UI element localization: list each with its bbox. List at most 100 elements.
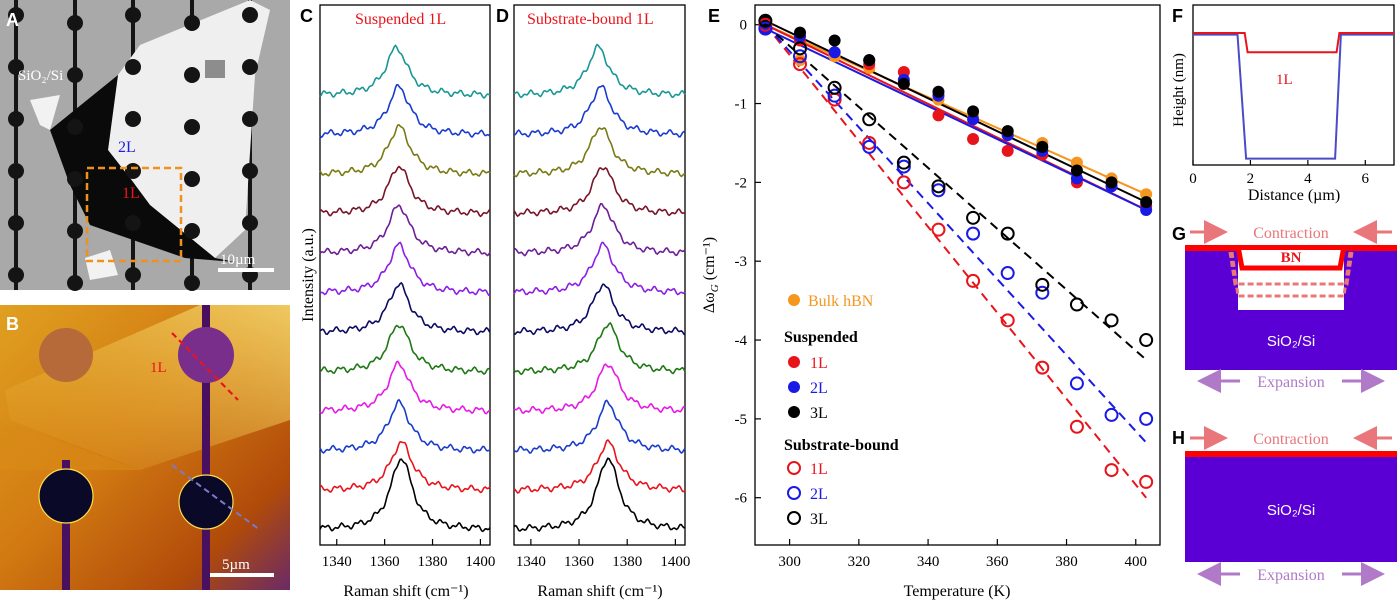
profile-line bbox=[1193, 32, 1394, 54]
data-point bbox=[1035, 285, 1050, 300]
title-d: Substrate-bound 1L bbox=[527, 11, 654, 28]
data-point bbox=[1035, 277, 1050, 292]
afm-profile-line-1l bbox=[171, 332, 239, 401]
hole-dot bbox=[242, 215, 258, 231]
xtick-label: 1400 bbox=[465, 554, 495, 570]
hole-dot bbox=[125, 267, 141, 283]
label-substrate-h: SiO₂/Si bbox=[1267, 502, 1315, 519]
hole-dot bbox=[184, 171, 200, 187]
data-point bbox=[1069, 419, 1084, 434]
legend-suspended-heading: Suspended bbox=[784, 329, 858, 346]
panel-b-afm-image: B 1L 5µm bbox=[0, 305, 290, 590]
label-1l-afm: 1L bbox=[150, 360, 167, 376]
legend-marker-b2l bbox=[787, 486, 801, 500]
hole-dot bbox=[8, 215, 24, 231]
spectra-c bbox=[319, 44, 491, 533]
label-contraction-h: Contraction bbox=[1253, 431, 1329, 448]
ylabel-f: Height (nm) bbox=[1171, 53, 1187, 127]
panel-a-optical-image: A SiO₂/Si 2L 1L 10µm bbox=[0, 0, 290, 291]
panel-letter-e: E bbox=[708, 6, 720, 26]
bn-layer-h bbox=[1185, 451, 1397, 457]
profile-line bbox=[1193, 33, 1394, 160]
afm-hole-left-top bbox=[39, 328, 93, 382]
hole-dot bbox=[8, 111, 24, 127]
data-point bbox=[967, 133, 980, 146]
data-point bbox=[1070, 164, 1083, 177]
panel-d-raman-bound: D Substrate-bound 1L 1340 1360 1380 1400 bbox=[496, 4, 690, 570]
ylabel-e-sub: G bbox=[709, 284, 721, 292]
legend-s2l: 2L bbox=[810, 380, 828, 397]
panel-letter-g: G bbox=[1172, 224, 1186, 244]
plot-frame-f bbox=[1192, 4, 1395, 166]
label-substrate-g: SiO₂/Si bbox=[1267, 333, 1315, 350]
data-point bbox=[1035, 360, 1050, 375]
data-point bbox=[966, 226, 981, 241]
xtick-label: 1360 bbox=[370, 554, 400, 570]
data-point bbox=[1000, 266, 1015, 281]
data-point bbox=[1139, 474, 1154, 489]
xlabel-raman-d: Raman shift (cm⁻¹) bbox=[537, 583, 662, 600]
hole-dot bbox=[67, 67, 83, 83]
data-point bbox=[1104, 463, 1119, 478]
legend-marker-bulk bbox=[788, 294, 800, 306]
legend-bulk: Bulk hBN bbox=[808, 293, 874, 310]
data-point bbox=[931, 183, 946, 198]
scale-bar bbox=[218, 268, 274, 272]
panel-letter-b: B bbox=[6, 314, 19, 334]
raman-spectrum bbox=[513, 126, 686, 178]
ytick-label: -6 bbox=[735, 491, 748, 507]
data-point bbox=[793, 49, 807, 64]
ylabel-e-main: Δω bbox=[701, 292, 718, 313]
raman-spectrum bbox=[319, 44, 491, 100]
data-point bbox=[862, 139, 877, 154]
ytick-label: -5 bbox=[735, 412, 748, 428]
hole-dot bbox=[8, 59, 24, 75]
xticks-f: 0 2 4 6 bbox=[1189, 160, 1370, 187]
data-point bbox=[1069, 376, 1084, 391]
data-point bbox=[896, 175, 911, 190]
hole-dot bbox=[125, 7, 141, 23]
fit-line bbox=[764, 23, 1147, 196]
data-point bbox=[966, 273, 981, 288]
bn-sag-dashed-2 bbox=[1230, 251, 1352, 298]
hole-dot bbox=[184, 275, 200, 291]
label-2l: 2L bbox=[118, 139, 136, 156]
panel-letter-d: D bbox=[496, 6, 509, 26]
hole-dot bbox=[184, 223, 200, 239]
ytick-label: -2 bbox=[735, 175, 748, 191]
fit-line bbox=[764, 19, 1147, 203]
data-point bbox=[897, 77, 910, 90]
xtick-label: 2 bbox=[1247, 171, 1255, 187]
xtick-label: 400 bbox=[1125, 554, 1148, 570]
raman-spectrum bbox=[513, 457, 686, 532]
scale-label: 10µm bbox=[220, 252, 256, 268]
data-point bbox=[931, 222, 946, 237]
data-point bbox=[863, 54, 876, 67]
data-point bbox=[966, 210, 981, 225]
profile-lines bbox=[1193, 32, 1394, 160]
label-bn: BN bbox=[1281, 250, 1302, 266]
data-point bbox=[932, 109, 945, 122]
xtick-label: 320 bbox=[848, 554, 871, 570]
data-point bbox=[794, 54, 806, 67]
hole-dot bbox=[125, 59, 141, 75]
legend-s3l: 3L bbox=[810, 405, 828, 422]
hole-dot bbox=[67, 119, 83, 135]
data-point bbox=[758, 17, 773, 32]
xtick-label: 300 bbox=[778, 554, 801, 570]
legend-bound-heading: Substrate-bound bbox=[784, 437, 899, 454]
raman-spectrum bbox=[320, 165, 491, 218]
raman-spectrum bbox=[513, 202, 686, 257]
raman-spectrum bbox=[513, 363, 686, 414]
data-point bbox=[896, 159, 911, 174]
ylabel-e-unit: (cm⁻¹) bbox=[701, 237, 718, 284]
raman-spectrum bbox=[513, 241, 686, 296]
xticks-c: 1340 1360 1380 1400 bbox=[322, 539, 495, 570]
panel-f-height-profile: F 0 2 4 6 1L Height (nm) Distance (µm) bbox=[1171, 4, 1395, 204]
panel-h-bound-schematic: H Contraction SiO₂/Si Expansion bbox=[1172, 426, 1397, 586]
hole-dots bbox=[8, 7, 258, 291]
data-point bbox=[896, 155, 911, 170]
panel-letter-f: F bbox=[1172, 6, 1183, 26]
legend-marker-b3l bbox=[787, 511, 801, 525]
panel-letter-h: H bbox=[1172, 428, 1185, 448]
